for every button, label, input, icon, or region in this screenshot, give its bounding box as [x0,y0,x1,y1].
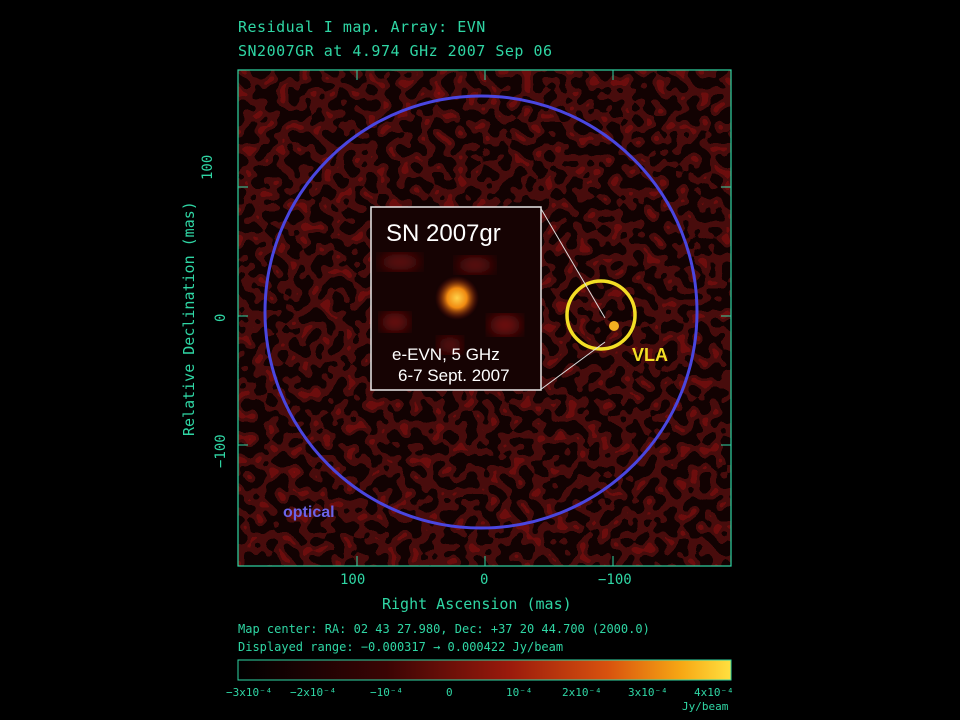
colorbar-tick: 3x10⁻⁴ [628,686,668,699]
inset-blob [381,313,409,331]
y-tick-label: 0 [213,313,229,322]
x-tick-label: 0 [480,572,489,588]
x-tick-label: −100 [598,572,632,588]
map-subtitle: SN2007GR at 4.974 GHz 2007 Sep 06 [238,42,553,60]
optical-label: optical [283,504,335,521]
colorbar-tick: 10⁻⁴ [506,686,533,699]
inset-blob [438,337,462,353]
vla-circle [565,279,637,351]
colorbar-tick: 4x10⁻⁴ [694,686,734,699]
x-axis-label: Right Ascension (mas) [382,595,572,613]
inset-title: SN 2007gr [386,220,501,247]
inset-line2: 6-7 Sept. 2007 [398,366,510,385]
source-dot [609,321,619,331]
inset-source [435,276,479,320]
colorbar-tick: −3x10⁻⁴ [226,686,273,699]
y-axis-label: Relative Declination (mas) [180,201,198,436]
colorbar-unit: Jy/beam [682,700,729,713]
optical-circle [263,94,699,530]
inset-blob [489,315,521,335]
map-title: Residual I map. Array: EVN [238,18,486,36]
colorbar-tick: −10⁻⁴ [370,686,404,699]
connector-top [539,206,606,319]
inset-line1: e-EVN, 5 GHz [392,345,500,364]
x-tick-label: 100 [340,572,366,588]
colorbar[interactable] [237,659,732,681]
inset-blob [457,257,493,273]
vla-label: VLA [632,345,668,365]
inset-blob [380,254,420,270]
connector-bottom [539,341,606,391]
map-center-text: Map center: RA: 02 43 27.980, Dec: +37 2… [238,622,650,636]
colorbar-tick: 2x10⁻⁴ [562,686,602,699]
frame-ticks [238,70,731,566]
displayed-range-text: Displayed range: −0.000317 → 0.000422 Jy… [238,640,564,654]
y-tick-label: 100 [200,154,216,180]
colorbar-tick: 0 [446,686,453,699]
colorbar-tick: −2x10⁻⁴ [290,686,337,699]
y-tick-label: −100 [213,434,229,468]
